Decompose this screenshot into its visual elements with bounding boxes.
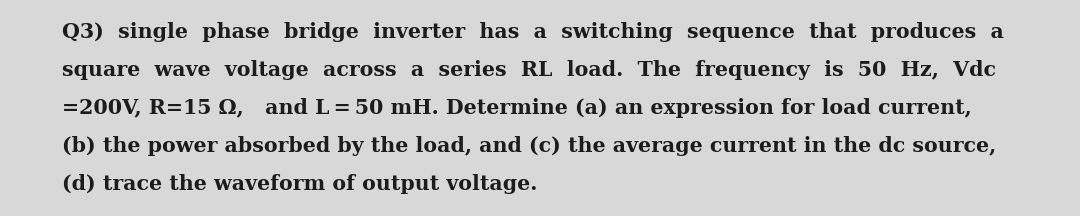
Text: Q3)  single  phase  bridge  inverter  has  a  switching  sequence  that  produce: Q3) single phase bridge inverter has a s…: [62, 22, 1004, 42]
Text: (d) trace the waveform of output voltage.: (d) trace the waveform of output voltage…: [62, 174, 538, 194]
Text: square  wave  voltage  across  a  series  RL  load.  The  frequency  is  50  Hz,: square wave voltage across a series RL l…: [62, 60, 996, 80]
Text: =200V, R=15 Ω,   and L = 50 mH. Determine (a) an expression for load current,: =200V, R=15 Ω, and L = 50 mH. Determine …: [62, 98, 972, 118]
Text: (b) the power absorbed by the load, and (c) the average current in the dc source: (b) the power absorbed by the load, and …: [62, 136, 996, 156]
